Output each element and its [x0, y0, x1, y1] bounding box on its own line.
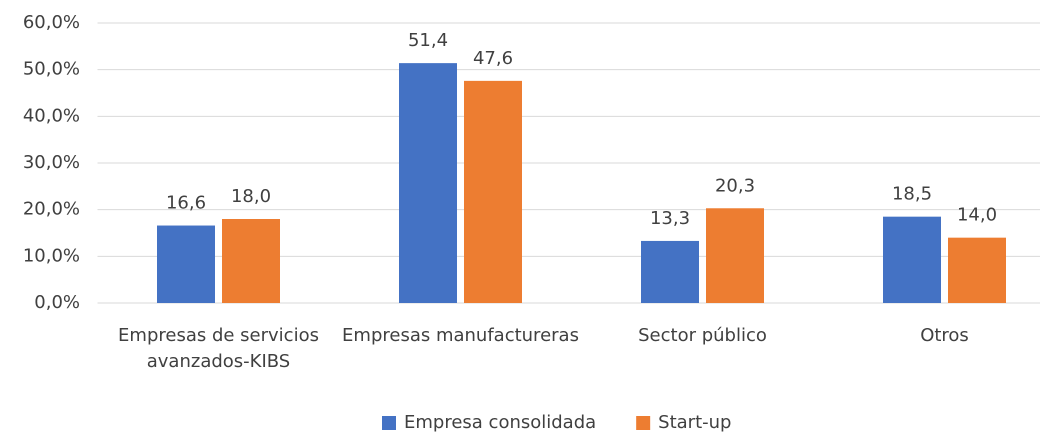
y-tick-label: 30,0%: [23, 152, 80, 173]
y-tick-label: 0,0%: [34, 292, 80, 313]
y-tick-label: 50,0%: [23, 59, 80, 80]
data-label: 47,6: [473, 48, 513, 69]
bar: [399, 63, 457, 304]
y-tick-label: 10,0%: [23, 245, 80, 266]
x-tick-label: Otros: [920, 325, 969, 346]
legend-label: Start-up: [658, 412, 731, 433]
bar: [706, 208, 764, 303]
legend-swatch: [636, 416, 651, 430]
data-label: 16,6: [166, 193, 206, 214]
bar: [641, 240, 699, 303]
data-label: 20,3: [715, 175, 755, 196]
data-label: 18,5: [892, 184, 932, 205]
data-label: 51,4: [408, 30, 448, 51]
bar: [222, 219, 280, 303]
x-tick-label: Empresas manufactureras: [342, 325, 579, 346]
data-label: 18,0: [231, 186, 271, 207]
bar: [948, 237, 1006, 303]
legend-swatch: [382, 416, 396, 430]
bar: [464, 80, 522, 303]
bar: [883, 216, 941, 303]
x-tick-label: Sector público: [638, 325, 767, 346]
y-tick-label: 60,0%: [23, 12, 80, 33]
bar: [157, 225, 215, 303]
y-tick-label: 40,0%: [23, 105, 80, 126]
y-tick-label: 20,0%: [23, 199, 80, 220]
data-label: 14,0: [957, 205, 997, 226]
x-tick-label: Empresas de servicios avanzados-KIBS: [118, 325, 319, 372]
data-label: 13,3: [650, 208, 690, 229]
legend-label: Empresa consolidada: [404, 412, 596, 433]
